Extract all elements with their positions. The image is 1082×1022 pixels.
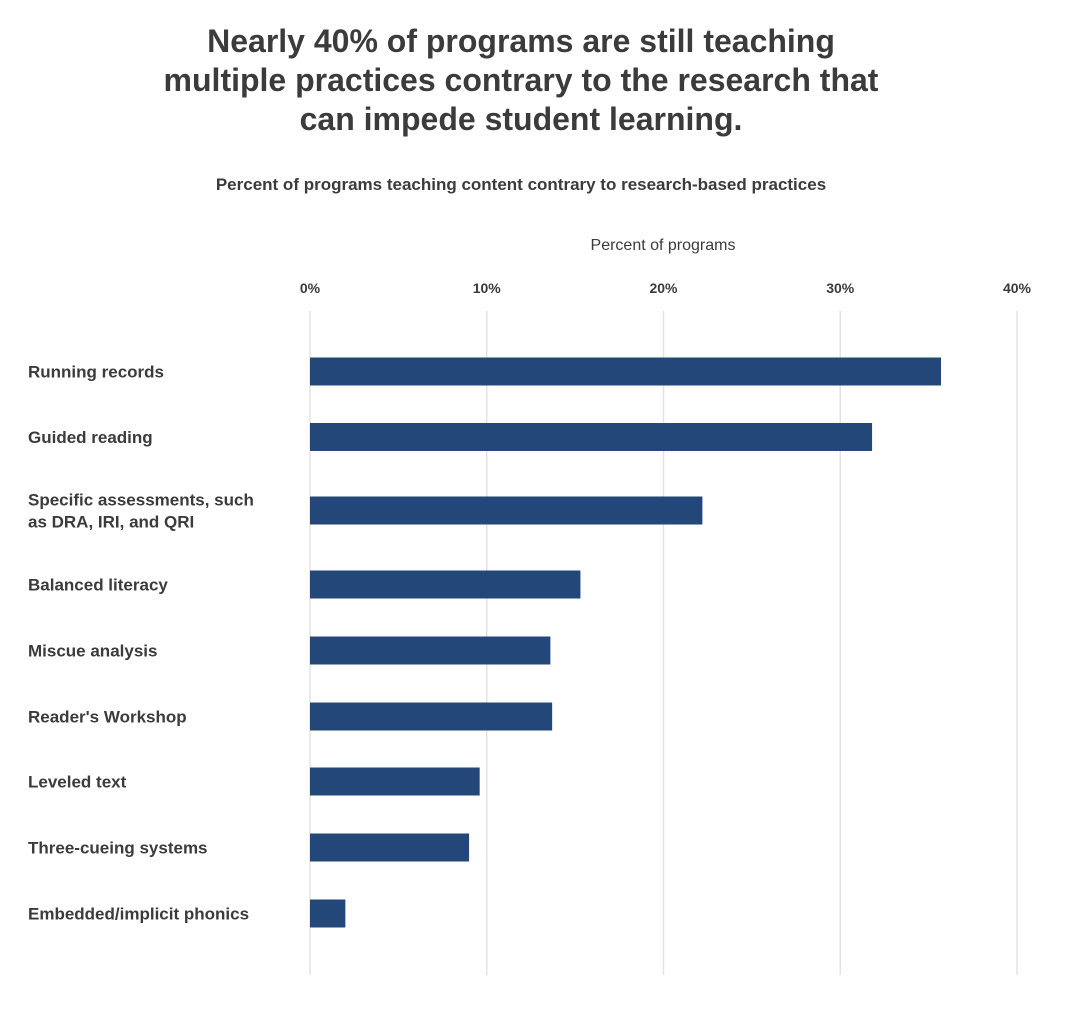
category-label: Reader's Workshop	[28, 708, 187, 727]
category-label: Embedded/implicit phonics	[28, 905, 249, 924]
chart-title-line: multiple practices contrary to the resea…	[163, 62, 879, 98]
category-label: Specific assessments, such	[28, 491, 254, 510]
category-label: Running records	[28, 363, 164, 382]
bar	[310, 899, 346, 928]
chart-title: Nearly 40% of programs are still teachin…	[0, 22, 1042, 139]
bar	[310, 702, 553, 731]
bar	[310, 357, 941, 386]
bar	[310, 423, 873, 451]
x-axis-label: Percent of programs	[591, 237, 736, 254]
category-label: Three-cueing systems	[28, 839, 208, 858]
bar	[310, 570, 581, 599]
category-label: Miscue analysis	[28, 642, 157, 661]
category-labels: Running records Guided reading Specific as…	[28, 363, 254, 924]
chart-title-line: Nearly 40% of programs are still teachin…	[207, 23, 835, 59]
bar	[310, 833, 470, 862]
category-label: Balanced literacy	[28, 576, 168, 595]
category-label: as DRA, IRI, and QRI	[28, 513, 194, 532]
x-tick-label: 30%	[826, 280, 855, 296]
x-tick-label: 40%	[1003, 280, 1032, 296]
x-tick-label: 20%	[649, 280, 678, 296]
chart-title-line: can impede student learning.	[299, 101, 743, 137]
x-axis-ticks: 0% 10% 20% 30% 40%	[300, 280, 1032, 296]
x-tick-label: 10%	[473, 280, 502, 296]
bar	[310, 496, 703, 525]
x-tick-label: 0%	[300, 280, 321, 296]
bar	[310, 636, 551, 665]
bars	[310, 357, 941, 928]
chart-subtitle: Percent of programs teaching content con…	[215, 175, 827, 194]
category-label: Guided reading	[28, 428, 153, 447]
bar	[310, 767, 480, 796]
category-label: Leveled text	[28, 773, 127, 792]
